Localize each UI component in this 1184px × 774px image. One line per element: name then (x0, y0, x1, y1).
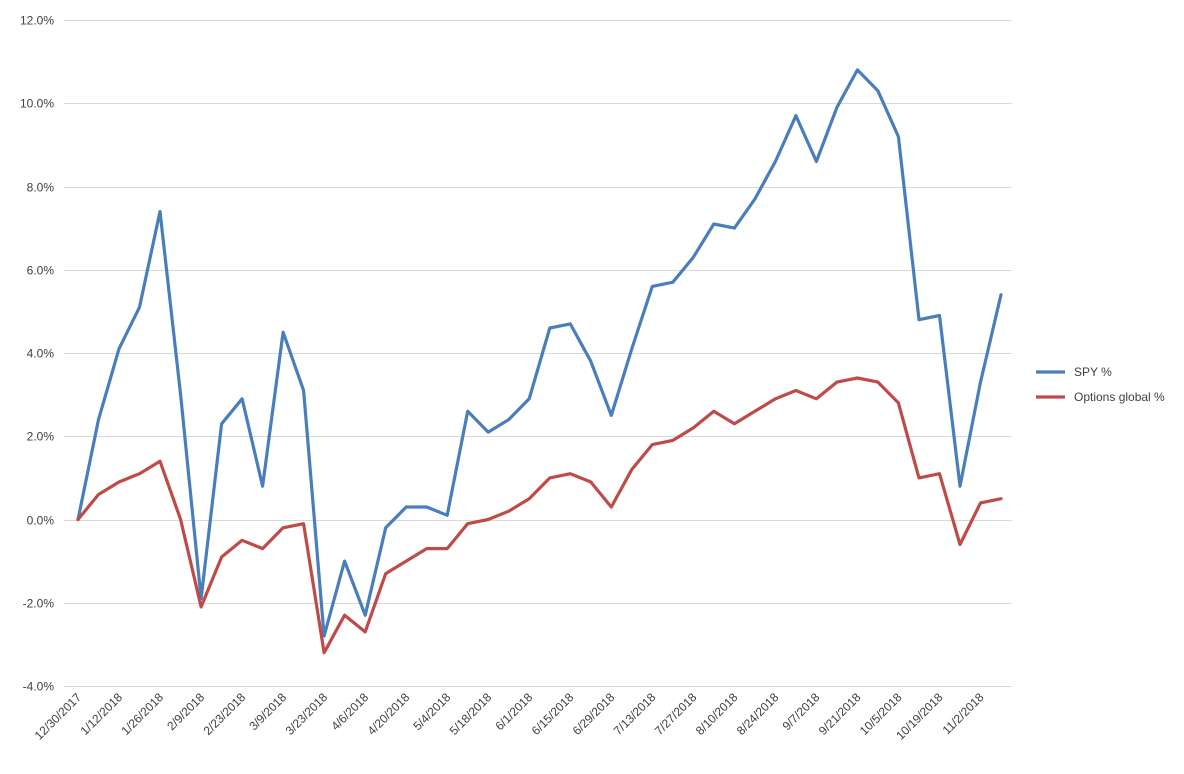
x-tick-label: 4/20/2018 (365, 690, 413, 738)
x-tick-label: 2/23/2018 (201, 690, 249, 738)
legend: SPY % Options global % (1036, 365, 1165, 404)
x-tick-label: 9/21/2018 (816, 690, 864, 738)
x-tick-label: 7/13/2018 (611, 690, 659, 738)
x-tick-label: 7/27/2018 (652, 690, 700, 738)
y-tick-label: 2.0% (27, 430, 55, 444)
series-line-options-global (76, 376, 1003, 655)
x-axis-labels: 12/30/20171/12/20181/26/20182/9/20182/23… (32, 690, 987, 743)
x-tick-label: 6/29/2018 (570, 690, 618, 738)
y-tick-label: 4.0% (27, 347, 55, 361)
x-tick-label: 8/24/2018 (734, 690, 782, 738)
x-tick-label: 3/23/2018 (283, 690, 331, 738)
x-tick-label: 8/10/2018 (693, 690, 741, 738)
x-tick-label: 5/18/2018 (447, 690, 495, 738)
x-tick-label: 1/12/2018 (77, 690, 125, 738)
y-tick-label: 6.0% (27, 264, 55, 278)
x-tick-label: 12/30/2017 (32, 690, 85, 743)
y-tick-label: 8.0% (27, 181, 55, 195)
y-tick-label: 10.0% (20, 97, 54, 111)
legend-label: Options global % (1074, 390, 1165, 404)
y-axis-labels: -4.0% -2.0% 0.0% 2.0% 4.0% 6.0% 8.0% 10.0% 12.0% (20, 14, 54, 694)
y-tick-label: -2.0% (23, 597, 55, 611)
series-lines (76, 68, 1003, 655)
gridlines (64, 20, 1012, 687)
x-tick-label: 11/2/2018 (940, 690, 987, 737)
legend-label: SPY % (1074, 365, 1112, 379)
y-tick-label: 12.0% (20, 14, 54, 28)
y-tick-label: 0.0% (27, 514, 55, 528)
series-line-spy (76, 68, 1003, 638)
x-tick-label: 6/15/2018 (529, 690, 577, 738)
x-tick-label: 1/26/2018 (119, 690, 167, 738)
y-tick-label: -4.0% (23, 680, 55, 694)
